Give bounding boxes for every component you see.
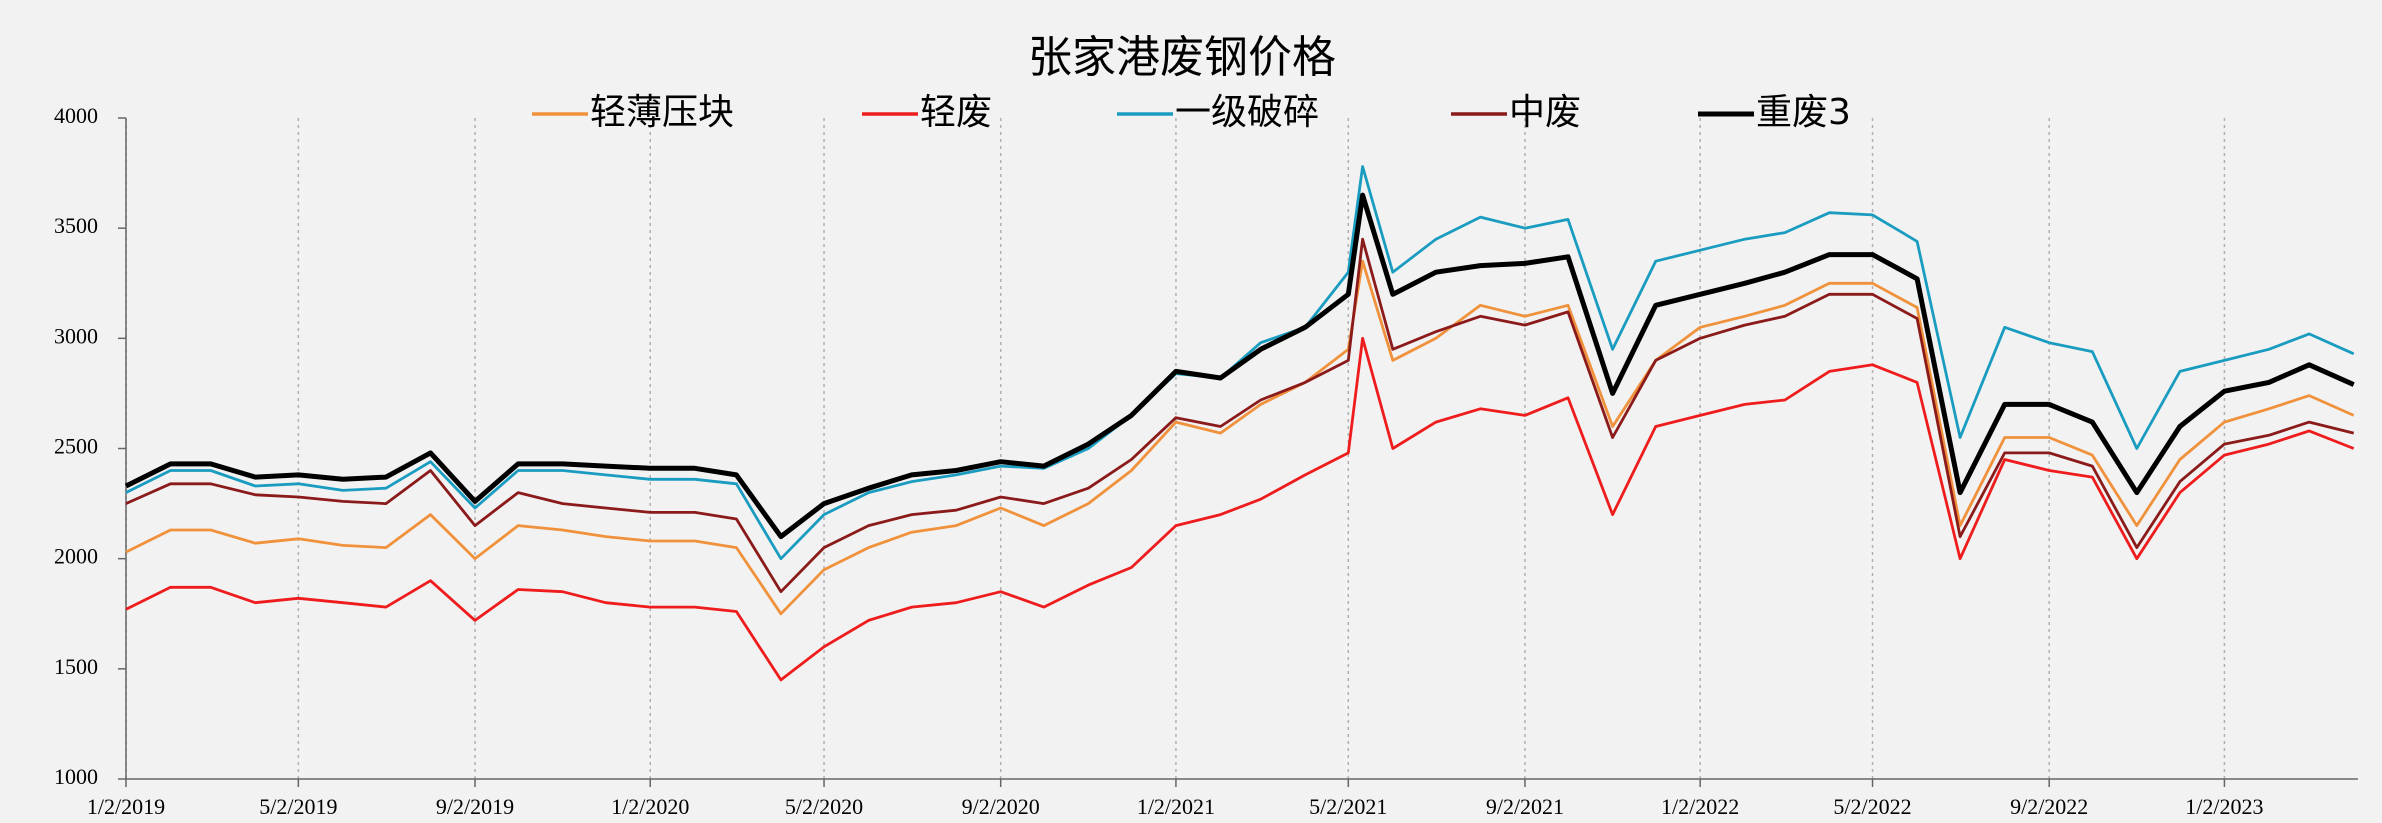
series-line (125, 336, 2355, 682)
x-tick-label: 9/2/2022 (2010, 794, 2088, 819)
y-tick-label: 4000 (54, 103, 98, 128)
x-tick-label: 9/2/2020 (962, 794, 1040, 819)
series-line (125, 259, 2355, 616)
x-tick-label: 1/2/2021 (1137, 794, 1215, 819)
x-tick-label: 5/2/2020 (785, 794, 863, 819)
series-line (124, 192, 2355, 540)
x-tick-label: 5/2/2019 (259, 794, 337, 819)
y-tick-label: 1000 (54, 764, 98, 789)
legend-label: 轻废 (920, 92, 992, 133)
x-tick-label: 9/2/2019 (436, 794, 514, 819)
y-tick-label: 1500 (54, 654, 98, 679)
y-tick-label: 3000 (54, 323, 98, 348)
legend-label: 一级破碎 (1175, 92, 1319, 133)
y-tick-label: 2000 (54, 544, 98, 569)
legend-label: 中废 (1509, 92, 1581, 133)
legend-label: 重废3 (1756, 92, 1851, 133)
x-tick-label: 1/2/2019 (87, 794, 165, 819)
chart-title: 张家港废钢价格 (1028, 32, 1336, 83)
x-tick-label: 1/2/2022 (1661, 794, 1739, 819)
series-line (125, 237, 2355, 594)
x-tick-label: 5/2/2022 (1833, 794, 1911, 819)
series-line (125, 165, 2355, 561)
x-tick-label: 9/2/2021 (1486, 794, 1564, 819)
x-tick-label: 1/2/2023 (2185, 794, 2263, 819)
x-tick-label: 1/2/2020 (611, 794, 689, 819)
y-tick-label: 2500 (54, 434, 98, 459)
x-tick-label: 5/2/2021 (1309, 794, 1387, 819)
y-tick-label: 3500 (54, 213, 98, 238)
legend-label: 轻薄压块 (590, 92, 734, 133)
